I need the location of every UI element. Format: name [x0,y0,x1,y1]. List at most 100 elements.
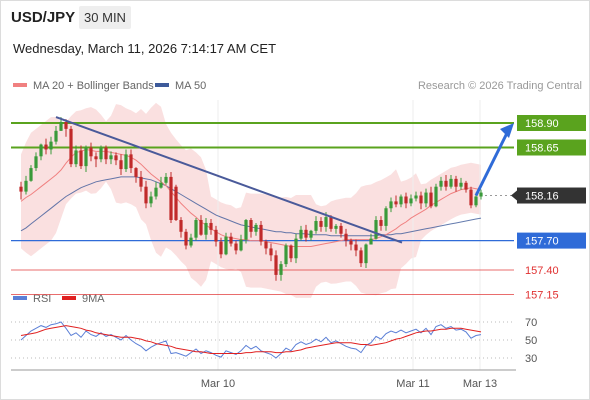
candle-body-55 [294,238,298,259]
level-tag-157.70 [517,232,586,249]
rsi-line [20,321,482,359]
candle-body-23 [134,168,138,177]
level-tag-158.65 [517,139,586,156]
rsi-legend-label: RSI [33,293,52,305]
ma50-legend-label: MA 50 [175,80,207,92]
candle-body-9 [64,122,68,129]
candle-body-45 [244,220,248,240]
candle-body-10 [69,128,73,165]
candle-body-68 [359,250,363,264]
level-label-157.70: 157.70 [525,236,559,248]
legend-ma20: MA 20 + Bollinger Bands [13,80,154,92]
ma20-legend-label: MA 20 + Bollinger Bands [33,80,154,92]
candle-body-2 [29,168,33,181]
candle-body-92 [479,192,483,197]
candle-body-36 [199,220,203,235]
candle-body-91 [474,196,478,206]
candle-body-47 [254,224,258,232]
candle-body-85 [444,180,448,187]
level-label-157.15: 157.15 [525,290,559,302]
candle-body-49 [264,241,268,249]
candle-body-54 [289,245,293,259]
candle-body-40 [219,241,223,255]
candle-body-48 [259,224,263,242]
ma9-legend-label: 9MA [82,293,105,305]
candle-body-21 [124,154,128,170]
candle-body-14 [89,147,93,157]
credit-text: Research © 2026 Trading Central [417,80,582,92]
candle-body-73 [384,208,388,226]
candle-body-6 [49,141,53,150]
datetime-label: Wednesday, March 11, 2026 7:14:17 AM CET [13,41,277,56]
candle-body-19 [114,155,118,161]
candle-body-59 [314,221,318,231]
candle-body-37 [204,222,208,235]
candle-body-0 [19,186,23,192]
candle-body-79 [414,195,418,199]
candle-body-13 [84,147,88,167]
projection-arrow-head [500,123,514,138]
candle-body-4 [39,144,43,157]
candle-body-69 [364,244,368,264]
candle-body-63 [334,225,338,229]
candle-body-89 [464,182,468,190]
candle-body-53 [284,245,288,265]
candle-body-62 [329,217,333,229]
candle-body-66 [349,240,353,245]
candle-body-42 [229,236,233,244]
candle-body-56 [299,229,303,239]
x-tick-label-0: Mar 10 [201,378,235,390]
candle-body-61 [324,217,328,227]
candles [19,117,483,281]
candle-body-81 [424,192,428,204]
candle-body-26 [149,196,153,204]
candle-body-46 [249,220,253,232]
candle-body-25 [144,186,148,204]
candle-body-57 [304,229,308,238]
trendlines [55,116,514,244]
symbol-title: USD/JPY [11,9,76,26]
candle-body-38 [209,222,213,230]
candle-body-1 [24,180,28,192]
x-axis: Mar 10 Mar 11 Mar 13 [11,369,516,390]
candle-body-87 [454,178,458,187]
level-label-158.16: 158.16 [525,191,559,203]
candle-body-41 [224,236,228,255]
candle-body-82 [429,192,433,207]
candle-body-76 [399,196,403,205]
candle-body-64 [339,225,343,234]
candle-body-84 [439,180,443,187]
candle-body-35 [194,220,198,238]
projection-arrow-shaft [474,130,510,197]
level-tag-158.16 [517,187,586,204]
candle-body-31 [174,186,178,221]
chart-gridlines [217,100,481,370]
candle-body-11 [74,150,78,165]
candle-body-16 [99,147,103,160]
candle-body-7 [54,130,58,142]
candle-body-70 [369,238,373,245]
candle-body-86 [449,178,453,187]
candle-body-33 [184,231,188,246]
candle-body-17 [104,147,108,160]
candle-body-88 [459,182,463,187]
candle-body-3 [34,156,38,169]
candle-body-50 [269,248,273,256]
candle-body-74 [389,201,393,209]
candle-body-44 [239,239,243,251]
candle-body-15 [94,156,98,160]
rsi-panel: 70 50 30 [11,317,537,365]
candle-body-29 [164,176,168,183]
candle-body-80 [419,195,423,204]
rsi-level-label-30: 30 [525,353,537,365]
candle-body-30 [169,176,173,221]
level-label-158.90: 158.90 [525,118,559,130]
candle-body-60 [319,221,323,227]
candle-body-27 [154,187,158,197]
candle-body-52 [279,264,283,275]
ma9-swatch [62,296,76,301]
candle-body-34 [189,237,193,246]
candle-body-72 [379,220,383,226]
candle-body-5 [44,144,48,150]
timeframe-button[interactable]: 30 MIN [79,6,131,29]
